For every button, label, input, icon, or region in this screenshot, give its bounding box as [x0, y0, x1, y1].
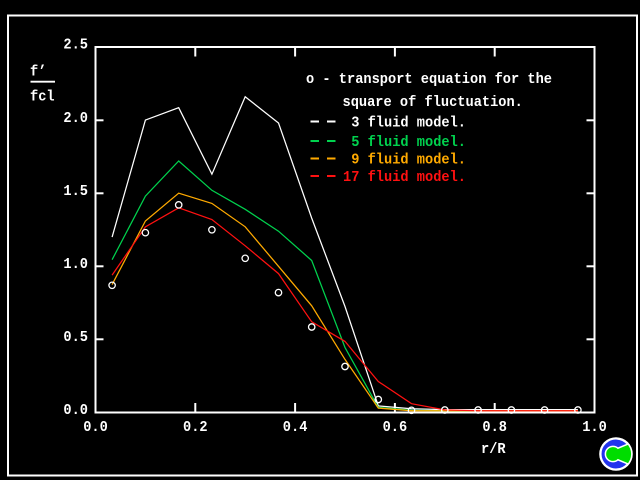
svg-text:0.0: 0.0 [63, 402, 88, 419]
svg-text:2.0: 2.0 [63, 110, 88, 127]
svg-text:o - transport equation for the: o - transport equation for the [306, 71, 552, 88]
svg-text:1.5: 1.5 [63, 183, 88, 200]
svg-text:9 fluid model.: 9 fluid model. [343, 152, 466, 169]
svg-text:3 fluid model.: 3 fluid model. [343, 115, 466, 132]
svg-text:5 fluid model.: 5 fluid model. [343, 134, 466, 151]
svg-text:17 fluid model.: 17 fluid model. [343, 169, 466, 186]
svg-text:0.6: 0.6 [383, 419, 408, 436]
svg-text:2.5: 2.5 [63, 37, 88, 54]
svg-text:0.4: 0.4 [283, 419, 308, 436]
svg-text:0.5: 0.5 [63, 329, 88, 346]
svg-text:f’: f’ [30, 64, 46, 81]
svg-text:fcl: fcl [30, 89, 55, 106]
svg-text:1.0: 1.0 [63, 256, 88, 273]
svg-text:0.0: 0.0 [83, 419, 108, 436]
svg-text:square of fluctuation.: square of fluctuation. [343, 94, 523, 111]
svg-text:0.2: 0.2 [183, 419, 208, 436]
svg-text:1.0: 1.0 [582, 419, 607, 436]
svg-text:r/R: r/R [481, 441, 506, 458]
svg-text:0.8: 0.8 [482, 419, 507, 436]
